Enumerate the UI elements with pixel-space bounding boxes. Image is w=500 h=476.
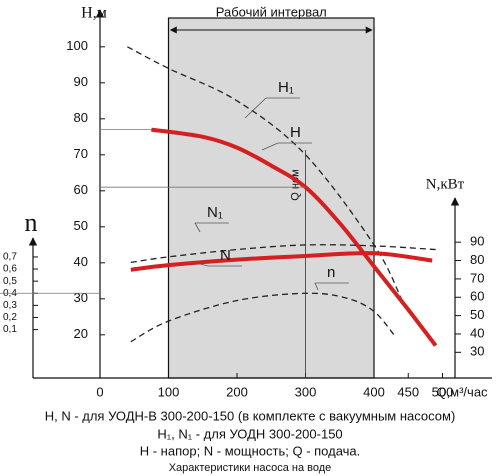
working-interval (167, 17, 375, 379)
series-label: n (327, 264, 335, 281)
series-label: H₁ (278, 79, 294, 96)
label-leader (194, 222, 201, 233)
series-line (130, 292, 396, 343)
x-tick-label: 500 (432, 384, 454, 399)
y-tick-label: 30 (74, 290, 88, 305)
y3-tick-label: 0,3 (3, 300, 17, 311)
label-leader (195, 262, 209, 267)
y2-tick-label: 80 (470, 252, 484, 267)
note: H₁, N₁ - для УОДН 300-200-150 (157, 426, 342, 441)
y3-tick-label: 0,7 (3, 252, 17, 263)
y-tick-label: 90 (74, 74, 88, 89)
interval-label: Рабочий интервал (216, 4, 327, 19)
y3-tick-label: 0,5 (3, 276, 17, 287)
series-label: H (290, 124, 301, 141)
note: H - напор; N - мощность; Q - подача. (140, 443, 361, 458)
y-tick-label: 70 (74, 146, 88, 161)
note: H, N - для УОДН-В 300-200-150 (в комплек… (45, 408, 456, 423)
y-tick-label: 50 (74, 218, 88, 233)
x-tick-label: 100 (158, 384, 180, 399)
note: Характеристики насоса на воде (169, 462, 332, 474)
x-tick-label: 200 (226, 384, 248, 399)
x-tick-label: 300 (295, 384, 317, 399)
x-tick-label: 0 (96, 384, 103, 399)
x-tick-label: 450 (397, 384, 419, 399)
y2-tick-label: 60 (470, 289, 484, 304)
y2-tick-label: 90 (470, 234, 484, 249)
y-tick-label: 60 (74, 182, 88, 197)
x-tick-label: 400 (363, 384, 385, 399)
x-axis-title: Q,м³/час (436, 384, 488, 399)
y2-tick-label: 30 (470, 344, 484, 359)
y3-tick-label: 0,6 (3, 264, 17, 275)
series-line (127, 46, 402, 300)
y2-tick-label: 70 (470, 270, 484, 285)
y-tick-label: 100 (66, 38, 88, 53)
y-tick-label: 80 (74, 110, 88, 125)
y3-tick-label: 0,1 (3, 324, 17, 335)
background-layer (167, 17, 375, 379)
label-leader (314, 282, 319, 291)
label-leader (261, 142, 279, 151)
series-line (130, 244, 436, 264)
y3-axis-title: n (25, 208, 38, 237)
y2-axis-title: N,кВт (426, 176, 465, 192)
y-tick-label: 40 (74, 254, 88, 269)
series-label: N (220, 247, 231, 264)
series-line (130, 251, 433, 272)
y3-tick-label: 0,2 (3, 312, 17, 323)
y2-tick-label: 40 (470, 325, 484, 340)
y2-tick-label: 50 (470, 307, 484, 322)
label-leader (244, 97, 267, 119)
y-axis-title: H,м (81, 5, 107, 22)
series-label: N₁ (207, 204, 223, 221)
y-tick-label: 20 (74, 326, 88, 341)
